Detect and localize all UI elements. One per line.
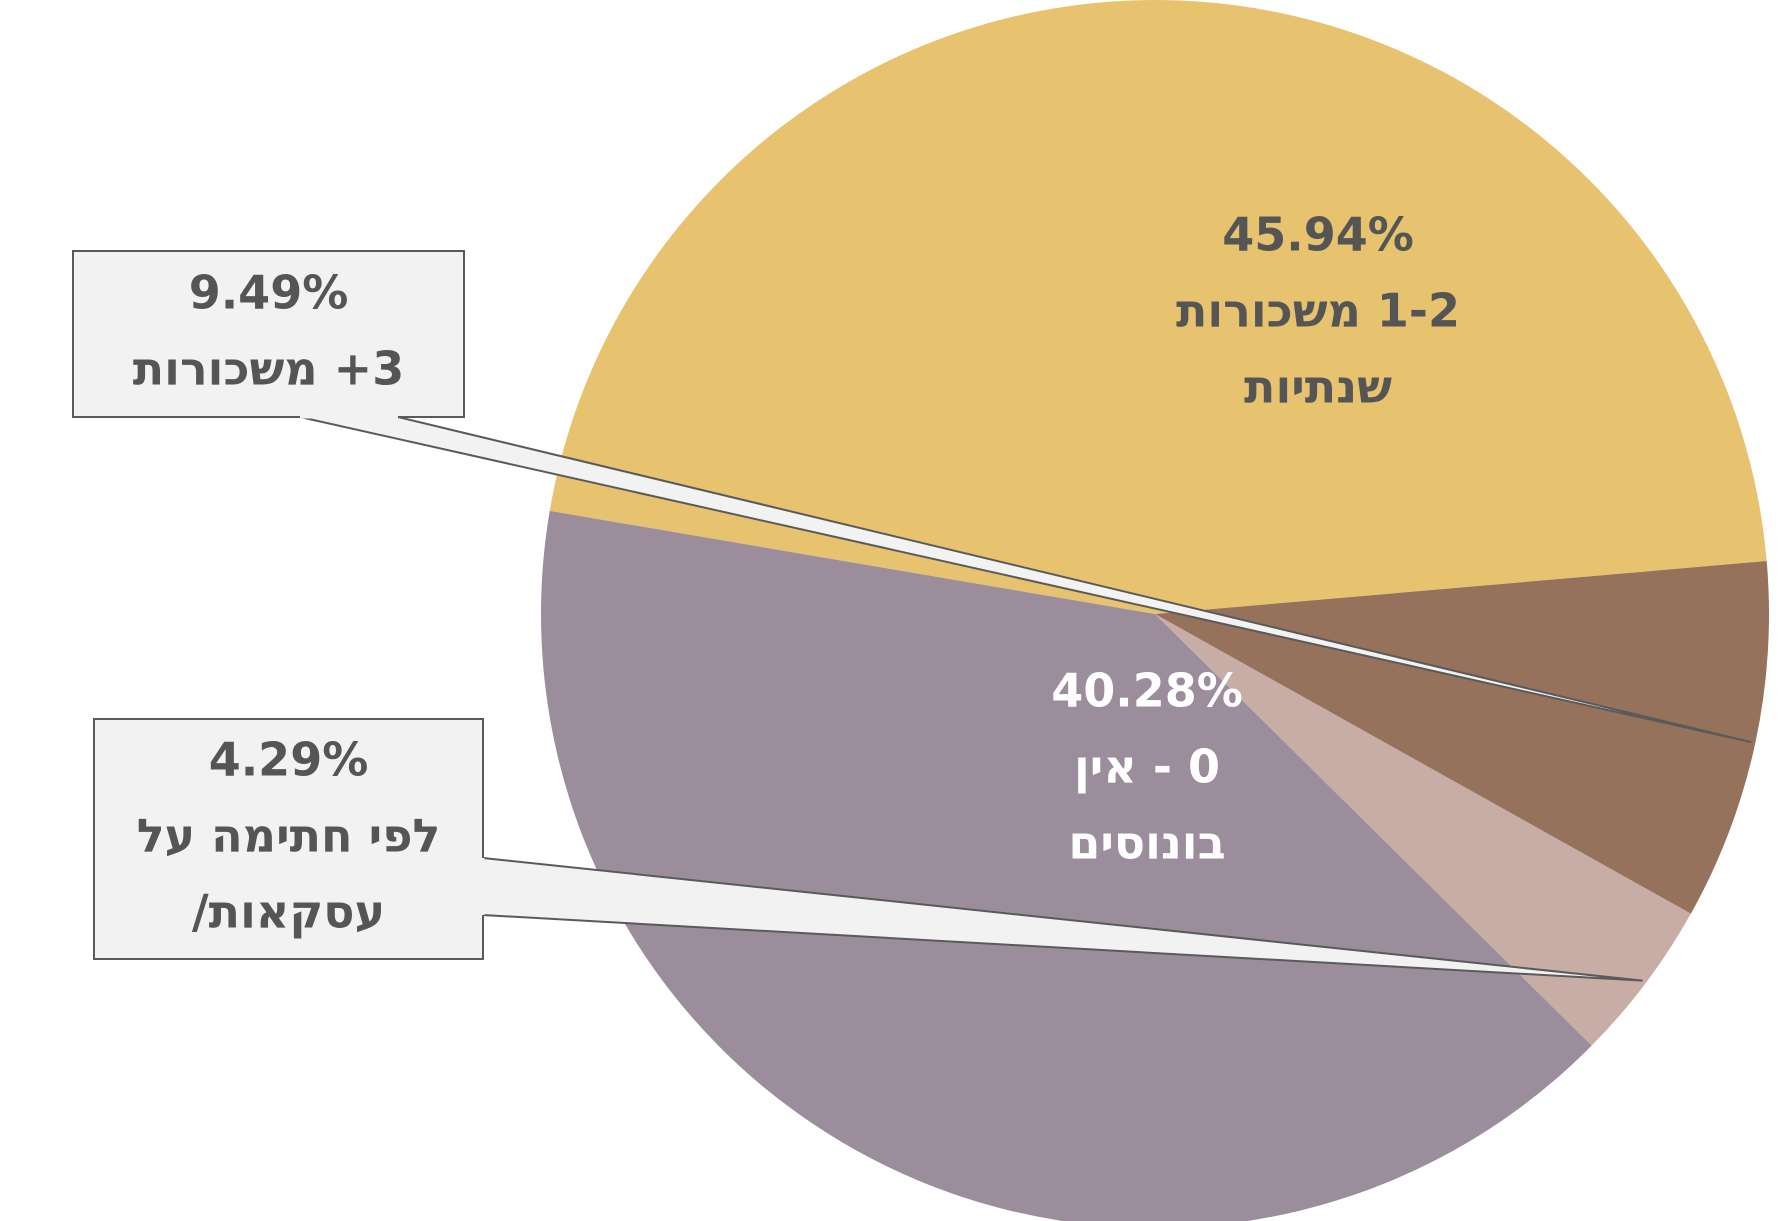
pie-slice-1 <box>541 510 1592 1221</box>
slice-1-name-line-1: 0 - אין <box>1074 740 1220 794</box>
slice-1-name-line-2: בונוסים <box>1068 816 1225 870</box>
slice-2-name-line-1: לפי חתימה על <box>137 809 441 863</box>
pie-labels: 45.94% 1-2 משכורות שנתיות 40.28% 0 - אין בונו… <box>1051 208 1460 870</box>
slice-2-name-line-2: עסקאות/ <box>192 885 385 939</box>
callout-box-3 <box>72 250 465 418</box>
slice-0-name-line-1: 1-2 משכורות <box>1176 284 1460 338</box>
pie-callouts: 4.29% לפי חתימה על עסקאות/9.49% 3+ משכורות <box>72 250 1752 982</box>
callout-box-2 <box>93 718 484 960</box>
slice-2-pct-label: 4.29% <box>209 733 369 787</box>
pie-slices <box>541 0 1769 1221</box>
slice-3-pct-label: 9.49% <box>189 266 349 320</box>
pie-slice-0 <box>549 0 1767 615</box>
pie-slice-2 <box>1155 614 1691 1046</box>
slice-0-pct-label: 45.94% <box>1222 208 1414 262</box>
slice-1-pct-label: 40.28% <box>1051 664 1243 718</box>
slice-0-name-line-2: שנתיות <box>1244 360 1392 414</box>
slice-3-name-line-1: 3+ משכורות <box>133 342 405 396</box>
pie-slice-3 <box>1155 561 1769 914</box>
